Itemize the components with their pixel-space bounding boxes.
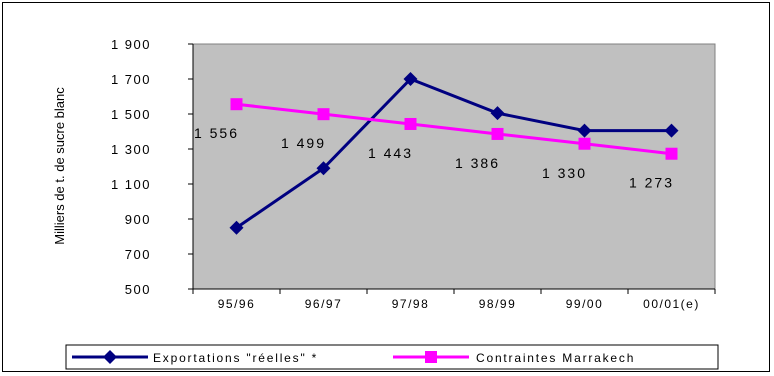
x-tick-label: 00/01(e): [643, 297, 700, 311]
data-label: 1 556: [194, 125, 239, 141]
data-point-diamond: [577, 123, 592, 138]
data-point-square: [578, 137, 591, 150]
legend-label: Exportations "réelles" *: [153, 351, 318, 365]
x-tick-label: 95/96: [218, 297, 256, 311]
data-point-square: [665, 147, 678, 160]
data-point-square: [317, 108, 330, 121]
data-point-square: [404, 117, 417, 130]
data-label: 1 273: [629, 175, 674, 191]
data-point-diamond: [490, 106, 505, 121]
legend-label: Contraintes Marrakech: [476, 351, 635, 365]
x-tick-label: 97/98: [392, 297, 430, 311]
y-tick-label: 1 300: [111, 142, 151, 157]
legend-swatch-diamond: [103, 350, 117, 364]
series-line-2: [236, 102, 672, 156]
data-label: 1 330: [542, 165, 587, 181]
data-point-square: [230, 98, 243, 111]
y-tick-label: 1 700: [111, 72, 151, 87]
legend-swatch-square: [425, 351, 437, 363]
plot-area: [192, 43, 716, 290]
y-tick-label: 500: [125, 282, 151, 297]
series-line-1: [235, 77, 672, 229]
y-tick-label: 1 100: [111, 177, 151, 192]
data-point-diamond: [664, 123, 679, 138]
y-tick-label: 700: [125, 247, 151, 262]
y-tick-label: 1 500: [111, 107, 151, 122]
x-tick-label: 99/00: [566, 297, 604, 311]
data-label: 1 443: [368, 145, 413, 161]
legend: [65, 344, 719, 370]
x-tick-label: 96/97: [305, 297, 343, 311]
data-point-diamond: [403, 72, 418, 86]
y-tick-label: 900: [125, 212, 151, 227]
data-point-diamond: [229, 220, 244, 235]
x-tick-label: 98/99: [479, 297, 517, 311]
data-point-diamond: [316, 161, 331, 176]
data-label: 1 386: [455, 155, 500, 171]
y-axis-label: Milliers de t. de sucre blanc: [52, 87, 67, 245]
y-tick-label: 1 900: [111, 37, 151, 52]
data-label: 1 499: [281, 135, 326, 151]
data-point-square: [491, 127, 504, 140]
